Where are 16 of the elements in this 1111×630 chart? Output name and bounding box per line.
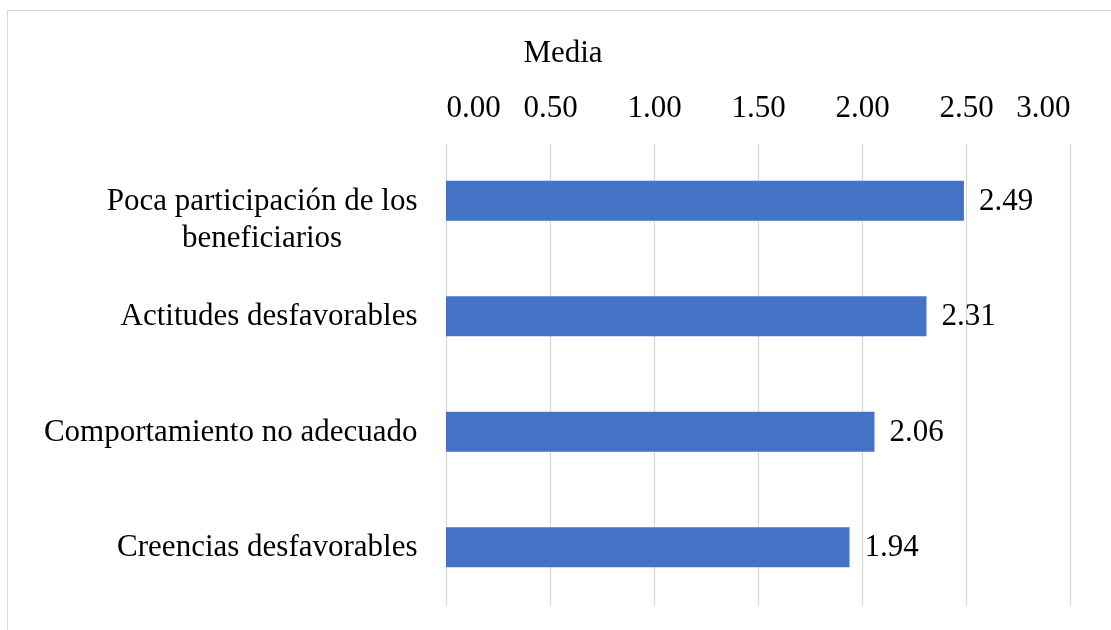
y-tick-label: Actitudes desfavorables: [120, 297, 418, 333]
data-label: 2.06: [889, 412, 944, 448]
x-tick-label: 0.50: [523, 88, 578, 124]
x-tick-label: 1.00: [627, 88, 682, 124]
chart-title: Media: [523, 34, 603, 69]
x-tick-label: 2.00: [835, 88, 890, 124]
x-tick-label: 2.50: [939, 88, 994, 124]
x-tick-label: 1.50: [731, 88, 786, 124]
data-label: 2.31: [941, 297, 996, 333]
data-label: 1.94: [864, 528, 920, 564]
y-tick-label: Comportamiento no adecuado: [43, 412, 418, 448]
x-tick-label: 3.00: [1016, 88, 1071, 124]
y-tick-label: Poca participación de los beneficiarios: [106, 181, 418, 254]
x-tick-label: 0.00: [446, 88, 501, 124]
y-tick-label: Creencias desfavorables: [117, 528, 418, 564]
data-label: 2.49: [978, 181, 1034, 217]
